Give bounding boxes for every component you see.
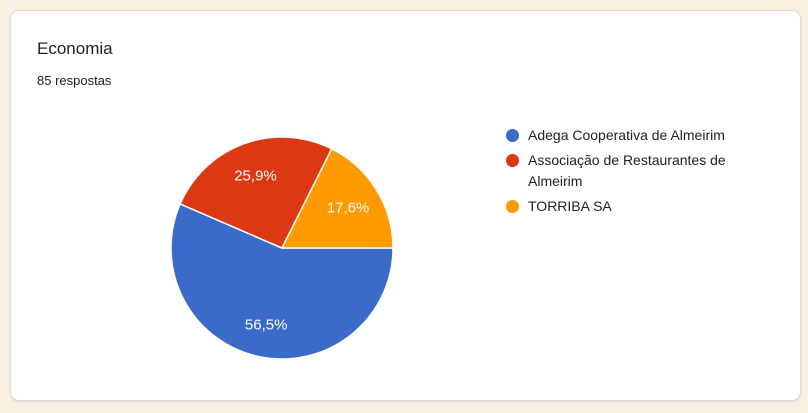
legend-label: TORRIBA SA: [528, 198, 612, 214]
pie-slice-1[interactable]: [170, 203, 394, 360]
legend-bullet-icon: [506, 154, 519, 167]
chart-title: Economia: [37, 39, 113, 58]
legend-item-1: Adega Cooperativa de Almeirim: [506, 125, 756, 146]
pie-slice-percentage-label: 56,5%: [245, 316, 288, 333]
legend-bullet-icon: [506, 200, 519, 213]
legend-bullet-icon: [506, 129, 519, 142]
responses-count: 85 respostas: [37, 73, 112, 88]
pie-slice-3[interactable]: [281, 148, 394, 249]
legend-item-2: Associação de Restaurantes de Almeirim: [506, 150, 756, 192]
legend-label: Adega Cooperativa de Almeirim: [528, 127, 725, 143]
pie-slice-2[interactable]: [179, 136, 333, 249]
legend-label: Associação de Restaurantes de Almeirim: [528, 152, 726, 189]
pie-slice-percentage-label: 17,6%: [327, 199, 370, 216]
results-card: Economia 85 respostas 56,5% 25,9% 17,6% Ad…: [10, 10, 801, 401]
pie-chart: 56,5% 25,9% 17,6%: [170, 136, 394, 360]
legend-item-3: TORRIBA SA: [506, 196, 756, 217]
chart-legend: Adega Cooperativa de Almeirim Associação …: [506, 125, 756, 217]
pie-slice-percentage-label: 25,9%: [234, 167, 277, 184]
